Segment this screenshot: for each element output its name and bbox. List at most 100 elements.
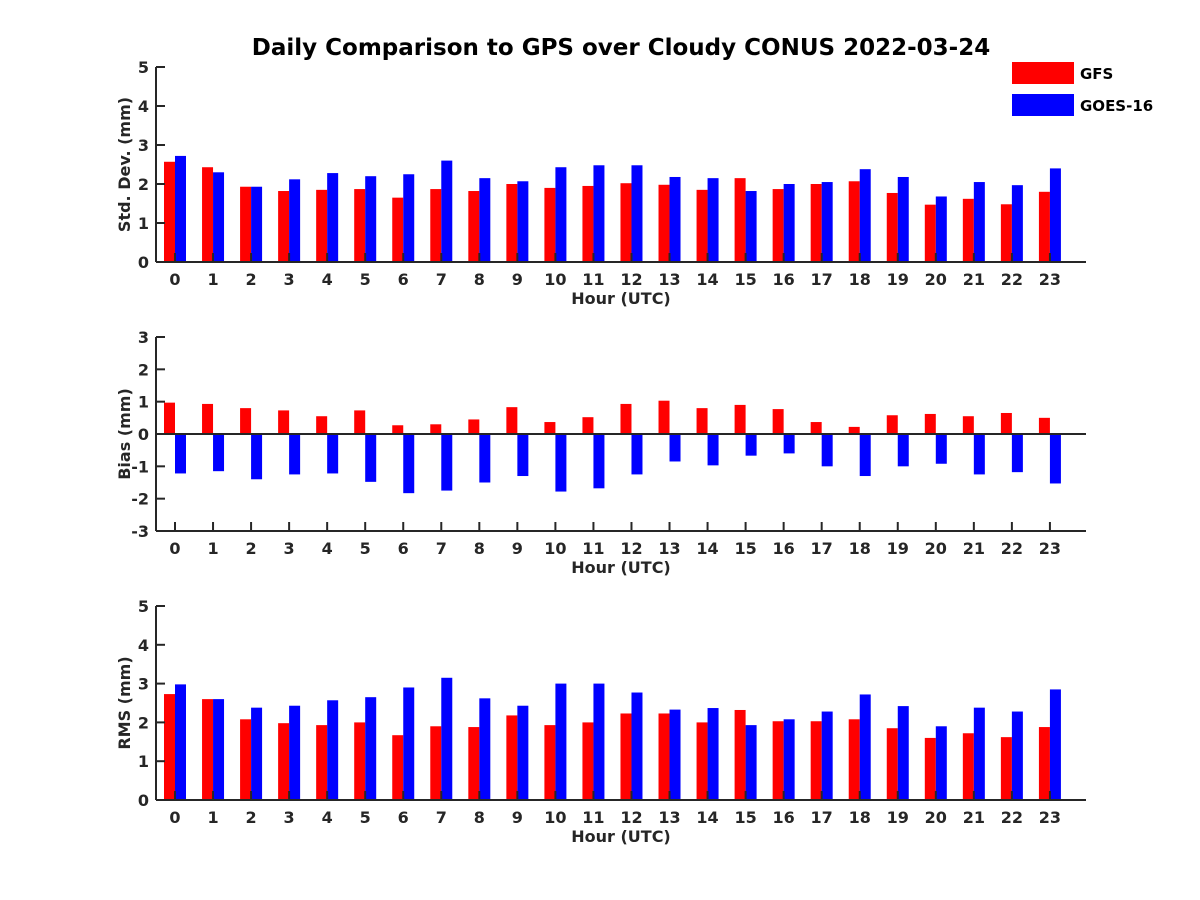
rms-x-tick-label: 16	[773, 808, 795, 827]
stddev-bar-gfs-19	[886, 192, 898, 262]
stddev-x-tick-label: 6	[398, 270, 409, 289]
stddev-bar-goes16-17	[821, 182, 833, 262]
bias-bar-goes16-9	[517, 434, 529, 477]
rms-bar-goes16-12	[631, 692, 643, 800]
stddev-bar-goes16-15	[745, 191, 757, 262]
rms-bar-gfs-3	[278, 723, 290, 800]
rms-x-tick-label: 19	[887, 808, 909, 827]
rms-bar-goes16-15	[745, 725, 757, 800]
bias-x-tick-label: 11	[582, 539, 604, 558]
rms-bar-gfs-7	[430, 726, 442, 800]
rms-bar-goes16-10	[555, 683, 567, 800]
rms-bar-gfs-16	[772, 721, 784, 800]
bias-bar-gfs-2	[240, 408, 252, 434]
rms-bar-gfs-21	[962, 733, 974, 800]
bias-bar-gfs-0	[164, 402, 175, 434]
rms-y-tick-label: 2	[138, 713, 149, 732]
bias-bar-goes16-20	[935, 434, 947, 464]
bias-bar-goes16-15	[745, 434, 757, 456]
bias-bar-goes16-2	[251, 434, 263, 480]
bias-bar-goes16-11	[593, 434, 605, 489]
bias-bar-gfs-12	[620, 403, 632, 434]
stddev-bar-goes16-11	[593, 165, 605, 262]
bias-x-tick-label: 19	[887, 539, 909, 558]
stddev-y-tick-label: 3	[138, 136, 149, 155]
rms-x-tick-label: 23	[1039, 808, 1061, 827]
stddev-x-tick-label: 23	[1039, 270, 1061, 289]
rms-bar-gfs-20	[924, 737, 936, 800]
bias-y-tick-label: 0	[138, 425, 149, 444]
rms-x-tick-label: 9	[512, 808, 523, 827]
bias-bar-goes16-14	[707, 434, 719, 466]
rms-y-tick-label: 0	[138, 791, 149, 810]
bias-bar-gfs-7	[430, 424, 442, 434]
rms-bar-goes16-17	[821, 711, 833, 800]
bias-x-tick-label: 14	[696, 539, 718, 558]
rms-bar-gfs-17	[810, 721, 822, 800]
stddev-x-tick-label: 2	[246, 270, 257, 289]
stddev-bar-gfs-13	[658, 184, 670, 262]
rms-x-tick-label: 13	[658, 808, 680, 827]
rms-bar-goes16-13	[669, 709, 681, 800]
bias-x-axis-label: Hour (UTC)	[571, 558, 671, 577]
stddev-bar-gfs-4	[316, 189, 328, 262]
stddev-bar-gfs-16	[772, 189, 784, 262]
rms-bar-gfs-19	[886, 728, 898, 800]
rms-bar-goes16-11	[593, 683, 605, 800]
stddev-x-tick-label: 18	[849, 270, 871, 289]
stddev-bar-gfs-11	[582, 185, 594, 262]
rms-x-tick-label: 20	[925, 808, 947, 827]
bias-bar-gfs-18	[848, 426, 860, 434]
bias-x-tick-label: 20	[925, 539, 947, 558]
bias-bar-goes16-3	[289, 434, 301, 475]
bias-y-axis-label: Bias (mm)	[115, 388, 134, 480]
bias-x-tick-label: 9	[512, 539, 523, 558]
stddev-bar-goes16-6	[403, 174, 415, 262]
bias-x-tick-label: 4	[322, 539, 333, 558]
rms-bar-gfs-10	[544, 725, 556, 800]
stddev-x-tick-label: 17	[811, 270, 833, 289]
bias-bar-gfs-11	[582, 417, 594, 434]
rms-bar-goes16-8	[479, 698, 491, 800]
rms-bar-gfs-15	[734, 709, 746, 800]
stddev-bar-goes16-0	[175, 155, 186, 262]
bias-y-tick-label: -2	[131, 490, 149, 509]
legend-label-goes16: GOES-16	[1080, 97, 1153, 115]
bias-x-tick-label: 15	[734, 539, 756, 558]
bias-bar-gfs-13	[658, 400, 670, 434]
bias-x-tick-label: 1	[207, 539, 218, 558]
bias-y-tick-label: 3	[138, 328, 149, 347]
bias-x-tick-label: 16	[773, 539, 795, 558]
stddev-bar-gfs-15	[734, 178, 746, 262]
rms-bar-gfs-6	[392, 735, 404, 800]
stddev-x-tick-label: 13	[658, 270, 680, 289]
stddev-bar-goes16-22	[1011, 185, 1023, 262]
bias-bar-gfs-23	[1038, 417, 1050, 434]
stddev-bar-goes16-5	[365, 176, 377, 262]
legend: GFS GOES-16	[1012, 62, 1153, 116]
bias-x-tick-label: 22	[1001, 539, 1023, 558]
stddev-bar-goes16-23	[1049, 168, 1061, 262]
stddev-bar-goes16-7	[441, 160, 453, 262]
rms-x-tick-label: 4	[322, 808, 333, 827]
rms-x-tick-label: 7	[436, 808, 447, 827]
rms-x-tick-label: 15	[734, 808, 756, 827]
rms-bar-goes16-16	[783, 719, 795, 800]
rms-y-tick-label: 3	[138, 675, 149, 694]
rms-bar-gfs-9	[506, 715, 518, 800]
stddev-bar-gfs-9	[506, 184, 518, 262]
stddev-bar-gfs-5	[354, 189, 366, 262]
stddev-x-tick-label: 9	[512, 270, 523, 289]
stddev-bar-gfs-21	[962, 198, 974, 262]
stddev-x-tick-label: 20	[925, 270, 947, 289]
stddev-x-tick-label: 8	[474, 270, 485, 289]
stddev-bar-gfs-18	[848, 181, 860, 262]
stddev-bar-goes16-4	[327, 173, 339, 262]
stddev-bar-goes16-8	[479, 178, 491, 262]
stddev-x-tick-label: 12	[620, 270, 642, 289]
stddev-bar-goes16-19	[897, 176, 909, 262]
bias-x-tick-label: 23	[1039, 539, 1061, 558]
bias-bar-goes16-7	[441, 434, 453, 491]
rms-bar-goes16-2	[251, 707, 263, 800]
